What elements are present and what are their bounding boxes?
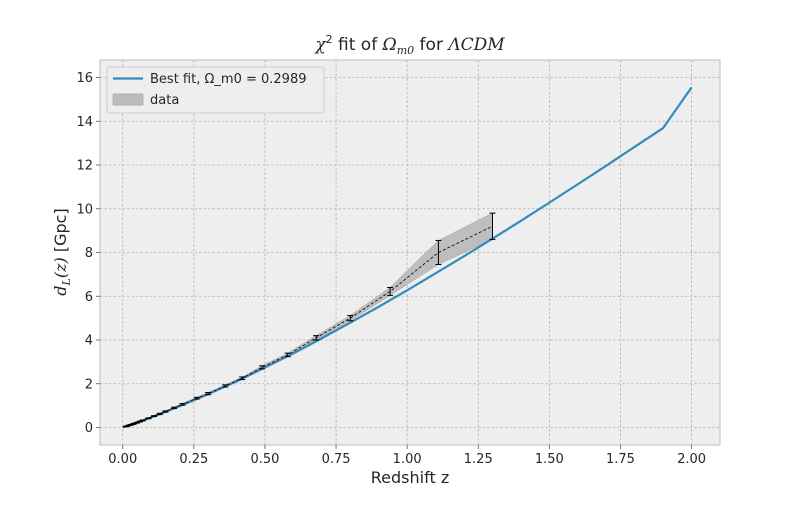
title-middle: fit of bbox=[333, 35, 383, 55]
y-label-units: [Gpc] bbox=[51, 208, 70, 257]
x-tick-label: 0.00 bbox=[108, 452, 137, 467]
y-tick-label: 10 bbox=[76, 202, 93, 217]
y-tick-label: 14 bbox=[76, 115, 93, 130]
x-tick-label: 2.00 bbox=[677, 452, 706, 467]
data-point-errorbar bbox=[140, 420, 146, 421]
y-tick-label: 2 bbox=[85, 377, 93, 392]
y-label-arg: (z) bbox=[51, 257, 70, 278]
y-axis-ticks: 0 2 4 6 8 10 12 14 16 bbox=[76, 71, 100, 436]
x-axis-label: Redshift z bbox=[371, 468, 449, 487]
y-axis-label: dL(z) [Gpc] bbox=[51, 208, 73, 295]
legend-band-swatch bbox=[113, 94, 143, 105]
legend-entry-best-fit: Best fit, Ω_m0 = 0.2989 bbox=[150, 72, 306, 87]
title-omega: Ω bbox=[382, 35, 397, 55]
x-tick-label: 0.25 bbox=[179, 452, 208, 467]
data-point-errorbar bbox=[145, 418, 151, 419]
data-point-errorbar bbox=[151, 416, 157, 417]
x-tick-label: 0.50 bbox=[250, 452, 279, 467]
x-tick-label: 1.50 bbox=[535, 452, 564, 467]
y-tick-label: 4 bbox=[85, 334, 93, 349]
title-chi-sup: 2 bbox=[326, 33, 333, 46]
x-tick-label: 1.75 bbox=[606, 452, 635, 467]
legend: Best fit, Ω_m0 = 0.2989 data bbox=[107, 67, 324, 113]
x-tick-label: 0.75 bbox=[322, 452, 351, 467]
x-axis-ticks: 0.00 0.25 0.50 0.75 1.00 1.25 1.50 1.75 2.00 bbox=[108, 445, 706, 467]
title-for: for bbox=[414, 35, 448, 55]
y-label-d: d bbox=[51, 285, 70, 295]
x-tick-label: 1.25 bbox=[464, 452, 493, 467]
x-tick-label: 1.00 bbox=[393, 452, 422, 467]
y-tick-label: 0 bbox=[85, 421, 93, 436]
y-label-sub: L bbox=[60, 278, 73, 286]
chart-title: χ2 fit of Ωm0 for ΛCDM bbox=[314, 33, 505, 57]
y-tick-label: 12 bbox=[76, 159, 93, 174]
y-tick-label: 8 bbox=[85, 246, 93, 261]
title-model: ΛCDM bbox=[446, 35, 505, 55]
y-tick-label: 6 bbox=[85, 290, 93, 305]
legend-entry-data: data bbox=[150, 93, 179, 108]
title-omega-sub: m0 bbox=[397, 44, 414, 57]
y-tick-label: 16 bbox=[76, 71, 93, 86]
